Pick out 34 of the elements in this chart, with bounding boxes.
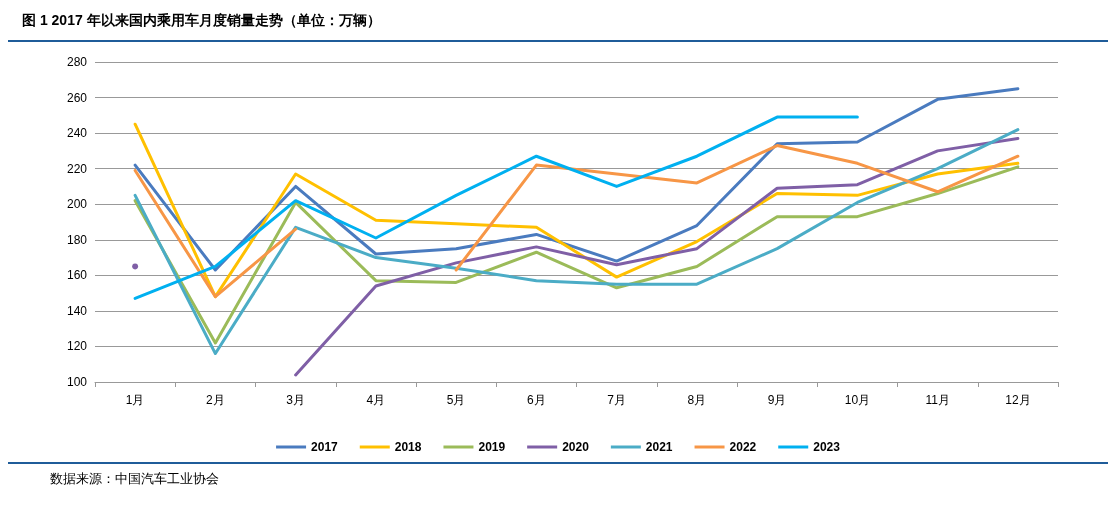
y-tick-label: 220 (66, 161, 88, 176)
legend-label: 2021 (645, 440, 673, 454)
y-tick-label: 280 (66, 55, 88, 69)
y-tick-label: 180 (66, 232, 88, 247)
line-series (133, 128, 1020, 356)
y-tick-label: 100 (66, 375, 88, 389)
x-tick-label: 6月 (527, 393, 546, 407)
y-tick-label: 260 (66, 90, 88, 105)
x-tick-label: 4月 (366, 393, 386, 407)
line-series (133, 115, 859, 300)
x-tick-label: 1月 (125, 393, 145, 407)
legend-label: 2017 (311, 440, 339, 454)
y-tick-label: 240 (66, 126, 88, 141)
x-tick-label: 11月 (925, 393, 950, 407)
legend-label: 2023 (813, 440, 841, 454)
chart-title: 图 1 2017 年以来国内乘用车月度销量走势（单位：万辆） (8, 8, 1108, 42)
x-tick-label: 12月 (1005, 393, 1031, 407)
legend-label: 2019 (478, 440, 506, 454)
x-tick-label: 7月 (607, 393, 626, 407)
x-tick-label: 2月 (206, 393, 225, 407)
legend-label: 2022 (729, 440, 757, 454)
x-tick-label: 9月 (767, 393, 787, 407)
y-tick-label: 120 (66, 339, 88, 354)
x-tick-label: 8月 (687, 393, 707, 407)
line-series (133, 87, 1020, 272)
legend-label: 2020 (562, 440, 590, 454)
y-tick-label: 140 (66, 303, 88, 318)
x-tick-label: 3月 (286, 393, 305, 407)
y-tick-label: 200 (66, 197, 88, 212)
x-tick-label: 10月 (844, 393, 871, 407)
legend-label: 2018 (394, 440, 422, 454)
x-tick-label: 5月 (446, 393, 466, 407)
y-tick-label: 160 (66, 268, 88, 283)
source-note: 数据来源：中国汽车工业协会 (8, 462, 1108, 488)
